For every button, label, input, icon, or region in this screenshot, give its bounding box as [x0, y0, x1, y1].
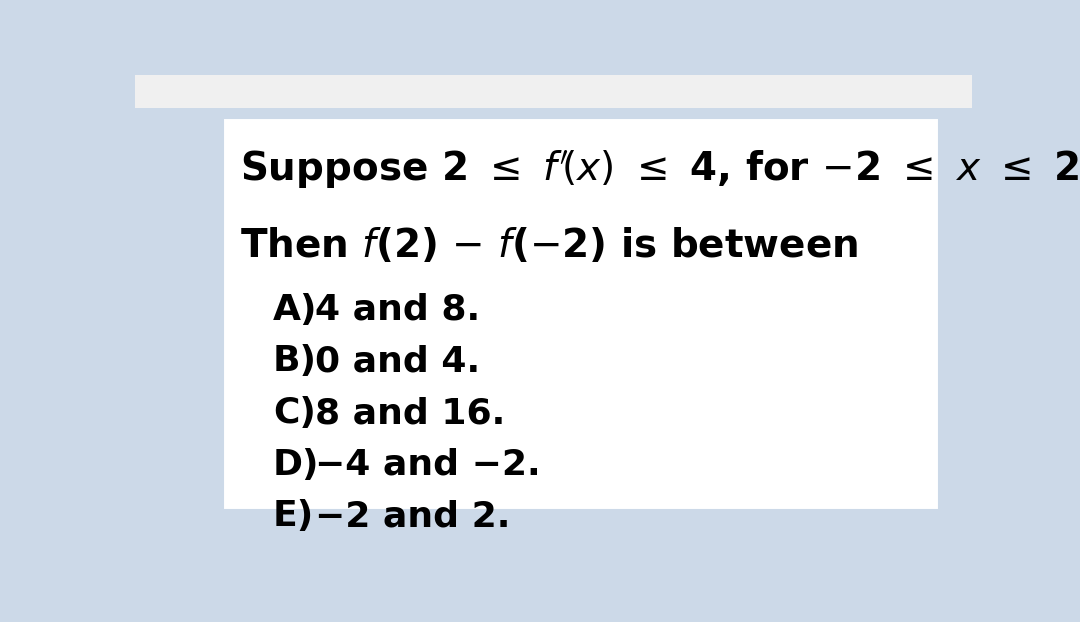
FancyBboxPatch shape — [135, 75, 972, 108]
Text: 8 and 16.: 8 and 16. — [315, 396, 505, 430]
Text: −4 and −2.: −4 and −2. — [315, 448, 541, 481]
Text: A): A) — [273, 292, 318, 327]
Text: Then $\mathbf{\it{f}}$(2) $-$ $\mathbf{\it{f}}$($-$2) is between: Then $\mathbf{\it{f}}$(2) $-$ $\mathbf{\… — [240, 226, 858, 264]
Text: B): B) — [273, 345, 318, 378]
Text: 4 and 8.: 4 and 8. — [315, 292, 481, 327]
Text: D): D) — [273, 448, 320, 481]
Text: −2 and 2.: −2 and 2. — [315, 499, 511, 534]
Text: E): E) — [273, 499, 314, 534]
Text: 0 and 4.: 0 and 4. — [315, 345, 481, 378]
Text: C): C) — [273, 396, 316, 430]
Text: Suppose 2 $\leq$ $\mathbf{\it{f}'\!(x)}$ $\leq$ 4, for $-$2 $\leq$ $\mathbf{\it{: Suppose 2 $\leq$ $\mathbf{\it{f}'\!(x)}$… — [240, 149, 1080, 191]
FancyBboxPatch shape — [222, 118, 939, 511]
